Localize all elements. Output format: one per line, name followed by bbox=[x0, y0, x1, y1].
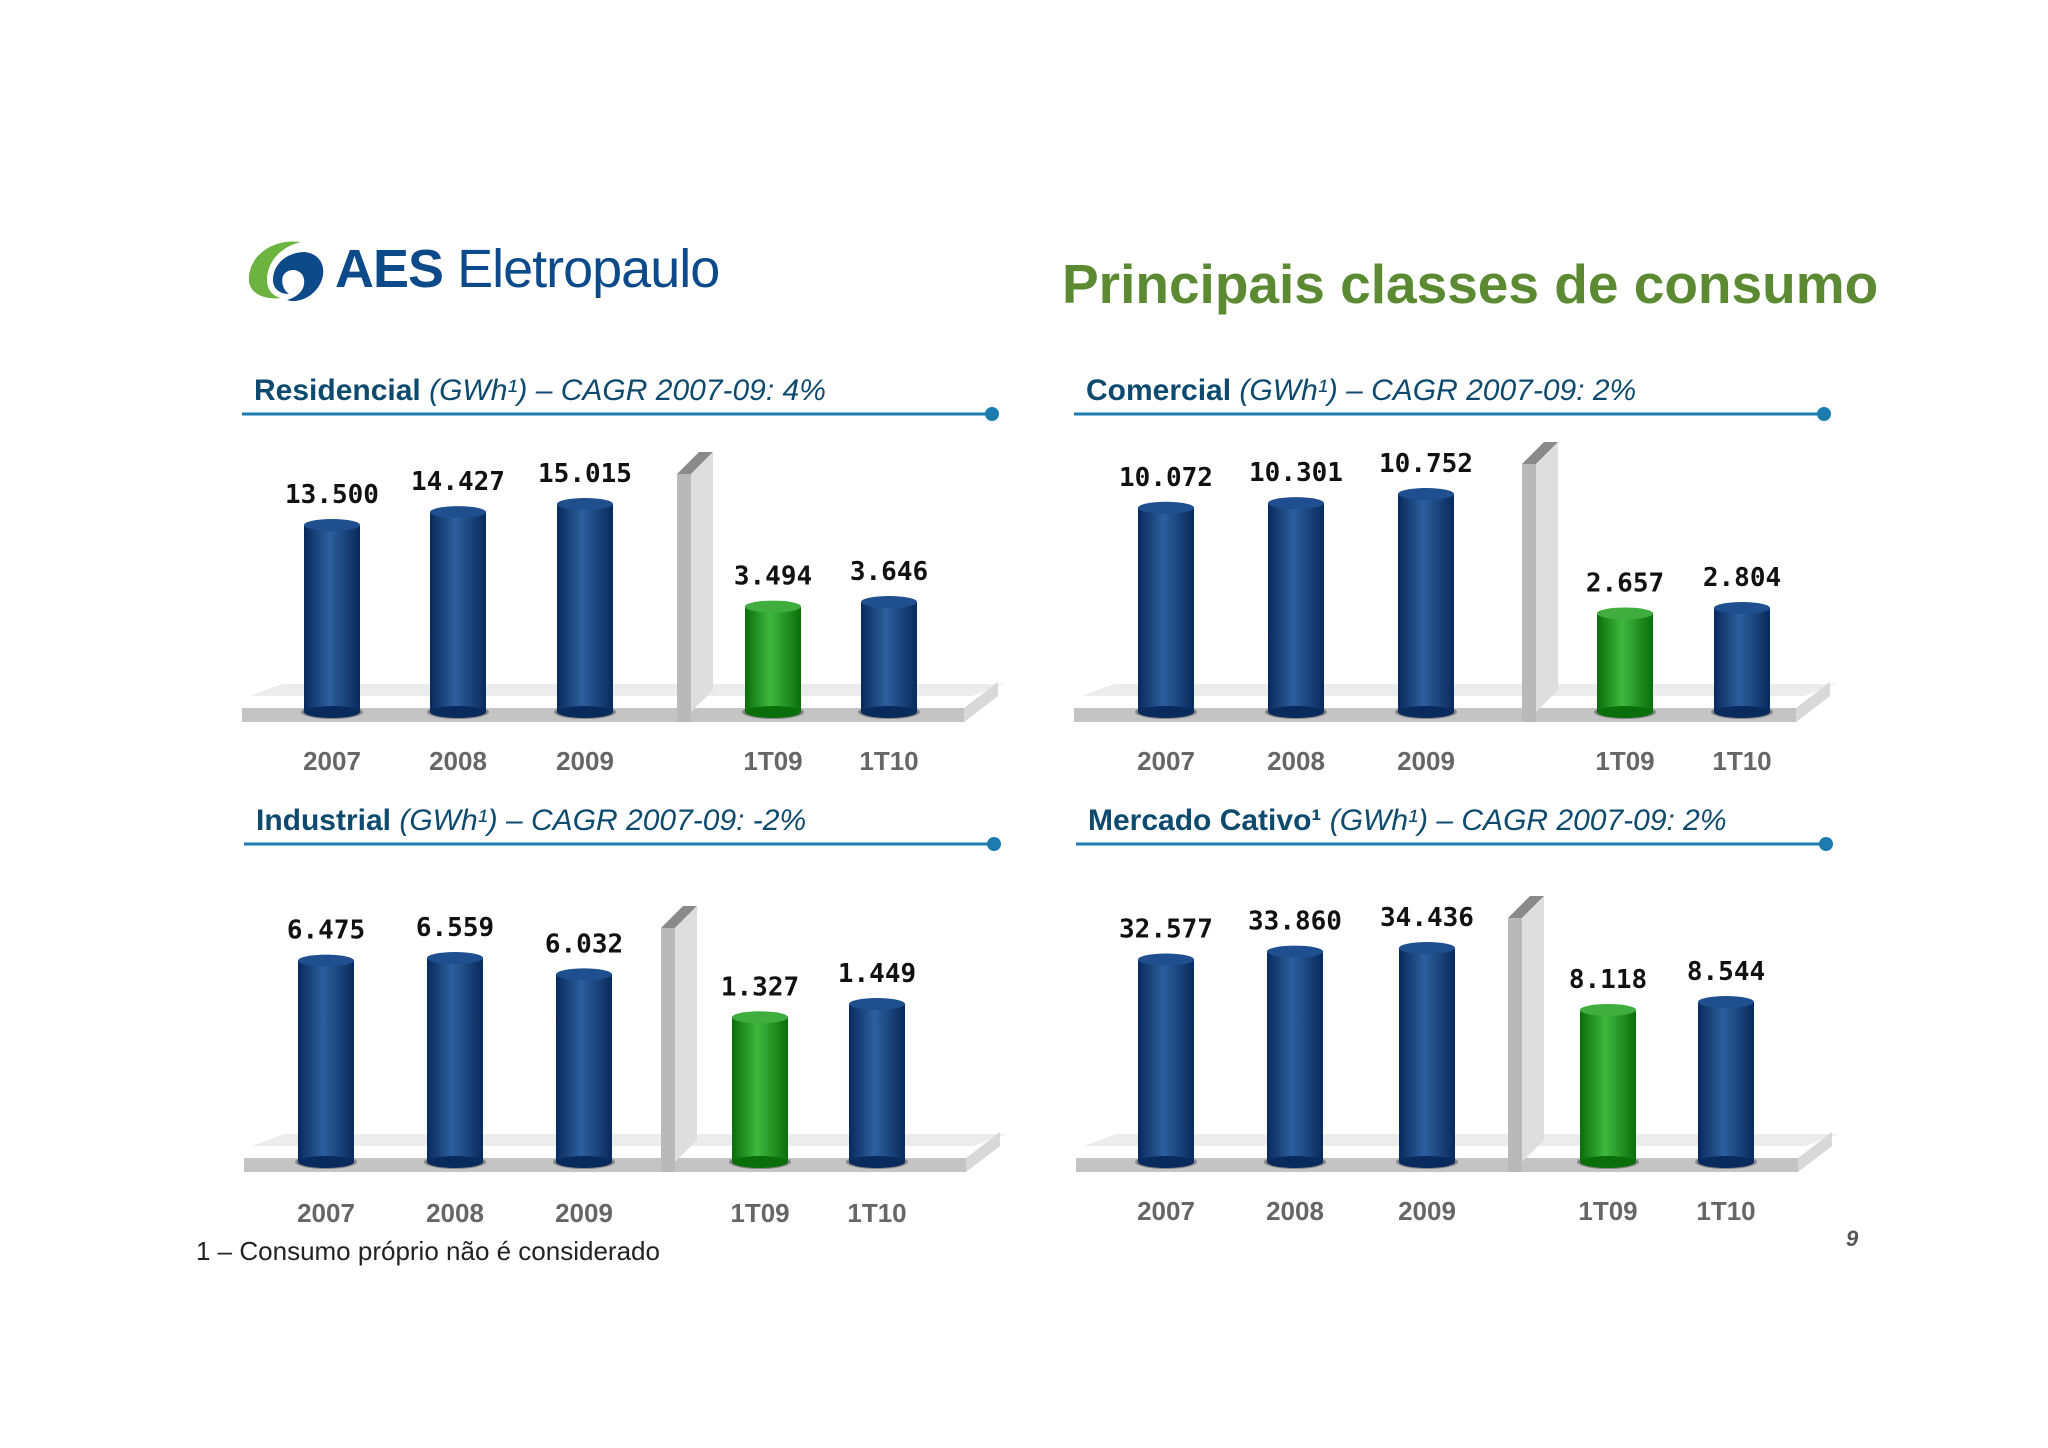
chart-comercial: 10.072 2007 10.301 2008 10.752 2009 2.657 1T09 2… bbox=[1074, 406, 1844, 786]
page-number: 9 bbox=[1846, 1226, 1859, 1251]
mercado-cativo-value-label-2008: 33.860 bbox=[1248, 907, 1342, 937]
mercado-cativo-bar-1T10 bbox=[1695, 996, 1757, 1169]
mercado-cativo-bar-2007 bbox=[1135, 953, 1197, 1169]
mercado-cativo-bar-1T09 bbox=[1577, 1003, 1639, 1169]
aes-eletropaulo-logo: AES Eletropaulo bbox=[243, 232, 763, 322]
comercial-value-label-1T10: 2.804 bbox=[1703, 563, 1781, 593]
comercial-bar-1T10 bbox=[1711, 602, 1773, 719]
residencial-divider-side bbox=[691, 452, 713, 712]
chart-title-industrial: Industrial (GWh¹) – CAGR 2007-09: -2% bbox=[256, 804, 807, 837]
industrial-divider-top bbox=[661, 906, 697, 928]
industrial-category-label-1T10: 1T10 bbox=[847, 1198, 906, 1228]
industrial-divider bbox=[661, 928, 675, 1172]
chart-mercado-cativo: 32.577 2007 33.860 2008 34.436 2009 8.118 1T09 8… bbox=[1076, 836, 1846, 1236]
mercado-cativo-divider bbox=[1508, 918, 1522, 1172]
industrial-bar-1T09 bbox=[729, 1011, 791, 1169]
mercado-cativo-category-label-2007: 2007 bbox=[1137, 1196, 1195, 1226]
chart-title-residencial: Residencial (GWh¹) – CAGR 2007-09: 4% bbox=[254, 374, 826, 407]
logo-swoosh-icon bbox=[248, 241, 324, 302]
residencial-bar-2008 bbox=[427, 506, 489, 719]
chart-residencial-svg: 13.500 2007 14.427 2008 15.015 2009 3.494 1T09 3… bbox=[242, 407, 1004, 776]
chart-mercado-cativo-svg: 32.577 2007 33.860 2008 34.436 2009 8.118 1T09 8… bbox=[1076, 837, 1838, 1226]
comercial-category-label-2008: 2008 bbox=[1267, 746, 1325, 776]
industrial-value-label-1T09: 1.327 bbox=[721, 972, 799, 1002]
residencial-divider bbox=[677, 474, 691, 722]
footnote: 1 – Consumo próprio não é considerado bbox=[196, 1236, 660, 1266]
mercado-cativo-rule-dot bbox=[1819, 837, 1833, 851]
page-title: Principais classes de consumo bbox=[1062, 253, 1879, 315]
industrial-category-label-2009: 2009 bbox=[555, 1198, 613, 1228]
chart-industrial: 6.475 2007 6.559 2008 6.032 2009 1.327 1T09 1.44… bbox=[244, 836, 1014, 1236]
industrial-bar-2009 bbox=[553, 968, 615, 1169]
residencial-category-label-2007: 2007 bbox=[303, 746, 361, 776]
comercial-bar-2007 bbox=[1135, 501, 1197, 719]
mercado-cativo-category-label-1T10: 1T10 bbox=[1696, 1196, 1755, 1226]
industrial-rule-dot bbox=[987, 837, 1001, 851]
residencial-category-label-1T09: 1T09 bbox=[743, 746, 802, 776]
industrial-category-label-1T09: 1T09 bbox=[730, 1198, 789, 1228]
comercial-divider-side bbox=[1536, 442, 1558, 712]
residencial-floor-side bbox=[964, 682, 998, 722]
industrial-value-label-2007: 6.475 bbox=[287, 916, 365, 946]
mercado-cativo-value-label-1T10: 8.544 bbox=[1687, 957, 1765, 987]
comercial-category-label-1T09: 1T09 bbox=[1595, 746, 1654, 776]
residencial-bar-2007 bbox=[301, 518, 363, 719]
comercial-value-label-2009: 10.752 bbox=[1379, 449, 1473, 479]
industrial-value-label-2009: 6.032 bbox=[545, 929, 623, 959]
industrial-value-label-1T10: 1.449 bbox=[838, 959, 916, 989]
mercado-cativo-value-label-2009: 34.436 bbox=[1380, 903, 1474, 933]
industrial-bar-2008 bbox=[424, 952, 486, 1169]
chart-comercial-svg: 10.072 2007 10.301 2008 10.752 2009 2.657 1T09 2… bbox=[1074, 407, 1836, 776]
industrial-bar-1T10 bbox=[846, 998, 908, 1169]
residencial-value-label-2009: 15.015 bbox=[538, 459, 632, 489]
mercado-cativo-value-label-1T09: 8.118 bbox=[1569, 965, 1647, 995]
industrial-divider-side bbox=[675, 906, 697, 1162]
residencial-category-label-2008: 2008 bbox=[429, 746, 487, 776]
mercado-cativo-bar-2008 bbox=[1264, 945, 1326, 1169]
mercado-cativo-category-label-2009: 2009 bbox=[1398, 1196, 1456, 1226]
comercial-bar-2008 bbox=[1265, 497, 1327, 719]
comercial-divider bbox=[1522, 464, 1536, 722]
comercial-category-label-2009: 2009 bbox=[1397, 746, 1455, 776]
chart-industrial-svg: 6.475 2007 6.559 2008 6.032 2009 1.327 1T09 1.44… bbox=[244, 837, 1006, 1228]
residencial-rule-dot bbox=[985, 407, 999, 421]
mercado-cativo-value-label-2007: 32.577 bbox=[1119, 915, 1213, 945]
residencial-value-label-2007: 13.500 bbox=[285, 480, 379, 510]
residencial-value-label-2008: 14.427 bbox=[411, 467, 505, 497]
chart-residencial: 13.500 2007 14.427 2008 15.015 2009 3.494 1T09 3… bbox=[242, 406, 1012, 786]
comercial-category-label-1T10: 1T10 bbox=[1712, 746, 1771, 776]
residencial-bar-1T09 bbox=[742, 600, 804, 719]
mercado-cativo-bar-2009 bbox=[1396, 942, 1458, 1169]
industrial-bar-2007 bbox=[295, 954, 357, 1169]
comercial-value-label-2008: 10.301 bbox=[1249, 458, 1343, 488]
comercial-floor-side bbox=[1796, 682, 1830, 722]
comercial-value-label-2007: 10.072 bbox=[1119, 463, 1213, 493]
residencial-value-label-1T09: 3.494 bbox=[734, 562, 812, 592]
comercial-divider-top bbox=[1522, 442, 1558, 464]
residencial-category-label-1T10: 1T10 bbox=[859, 746, 918, 776]
industrial-value-label-2008: 6.559 bbox=[416, 913, 494, 943]
mercado-cativo-floor-side bbox=[1798, 1132, 1832, 1172]
mercado-cativo-category-label-2008: 2008 bbox=[1266, 1196, 1324, 1226]
chart-title-mercado-cativo: Mercado Cativo¹ (GWh¹) – CAGR 2007-09: 2… bbox=[1088, 804, 1727, 837]
residencial-divider-top bbox=[677, 452, 713, 474]
chart-title-comercial: Comercial (GWh¹) – CAGR 2007-09: 2% bbox=[1086, 374, 1637, 407]
residencial-bar-2009 bbox=[554, 498, 616, 719]
residencial-category-label-2009: 2009 bbox=[556, 746, 614, 776]
comercial-bar-1T09 bbox=[1594, 607, 1656, 719]
comercial-category-label-2007: 2007 bbox=[1137, 746, 1195, 776]
residencial-bar-1T10 bbox=[858, 596, 920, 719]
logo-wordmark: AES Eletropaulo bbox=[335, 239, 720, 299]
comercial-bar-2009 bbox=[1395, 488, 1457, 719]
industrial-category-label-2007: 2007 bbox=[297, 1198, 355, 1228]
residencial-value-label-1T10: 3.646 bbox=[850, 557, 928, 587]
mercado-cativo-category-label-1T09: 1T09 bbox=[1578, 1196, 1637, 1226]
mercado-cativo-divider-side bbox=[1522, 896, 1544, 1162]
mercado-cativo-divider-top bbox=[1508, 896, 1544, 918]
industrial-category-label-2008: 2008 bbox=[426, 1198, 484, 1228]
comercial-rule-dot bbox=[1817, 407, 1831, 421]
comercial-value-label-1T09: 2.657 bbox=[1586, 568, 1664, 598]
industrial-floor-side bbox=[966, 1132, 1000, 1172]
